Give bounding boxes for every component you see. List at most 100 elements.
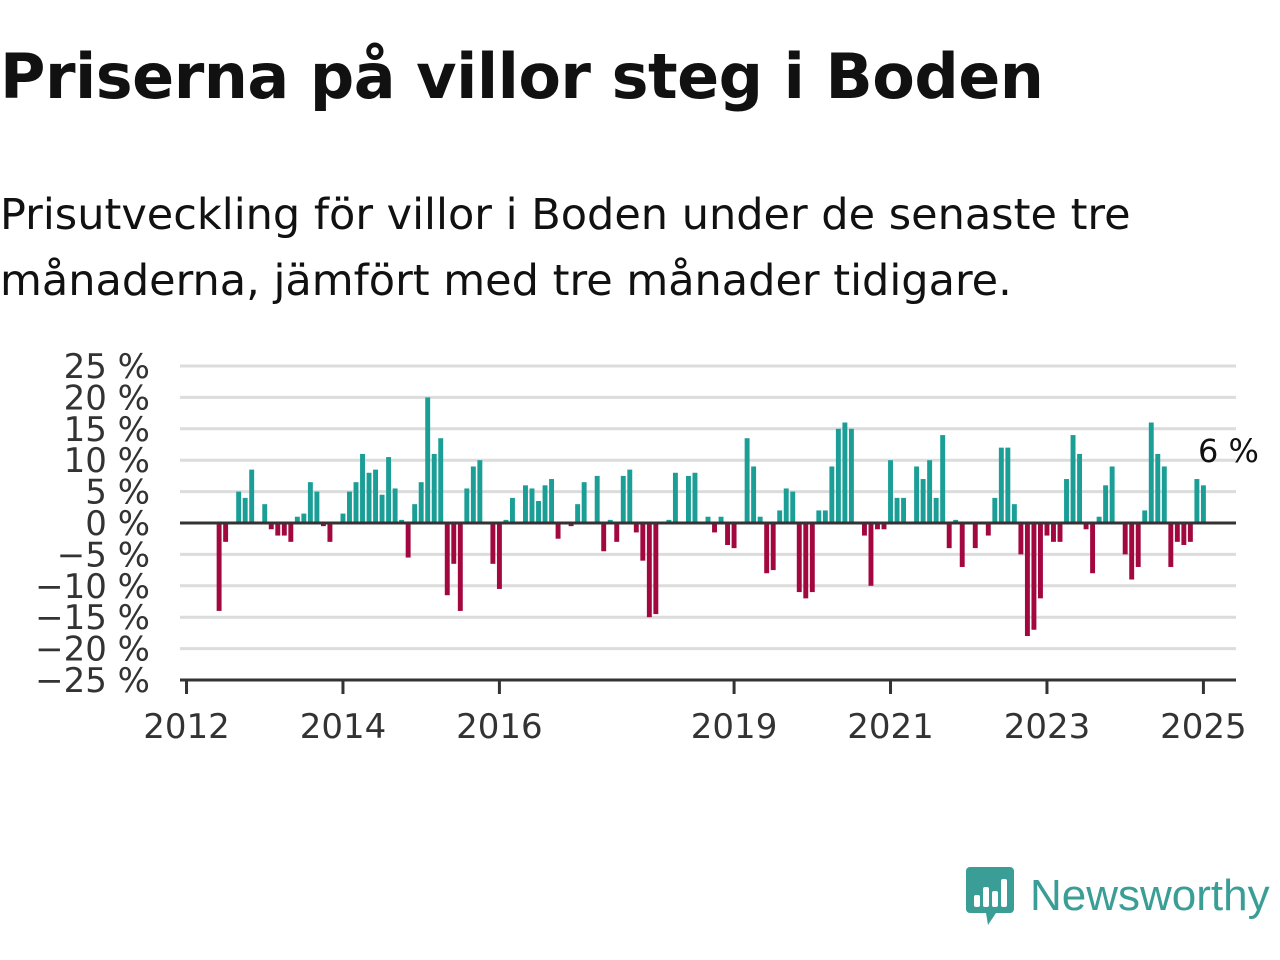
bar	[888, 460, 893, 523]
bar	[1161, 466, 1167, 523]
bar	[920, 479, 926, 523]
y-tick-label: −15 %	[35, 598, 150, 638]
y-tick-label: 25 %	[64, 347, 150, 387]
bar	[353, 482, 359, 523]
bar	[470, 466, 476, 523]
bar	[431, 453, 437, 523]
bar	[594, 475, 600, 523]
bar	[379, 494, 385, 523]
bar	[242, 497, 248, 523]
bar	[249, 469, 255, 523]
bar	[1090, 523, 1096, 574]
bar	[835, 428, 841, 523]
bar	[816, 510, 822, 523]
x-tick-label: 2019	[691, 707, 778, 747]
bar	[809, 523, 815, 593]
bar	[751, 466, 757, 523]
bar	[1187, 523, 1193, 542]
bar	[268, 523, 274, 530]
bar	[881, 523, 887, 530]
bar	[640, 523, 646, 561]
bar	[438, 438, 444, 523]
bar	[399, 519, 405, 523]
bar	[1122, 523, 1128, 555]
bar	[1083, 523, 1089, 530]
bar	[425, 397, 431, 523]
bar	[692, 472, 698, 523]
y-tick-label: −5 %	[57, 535, 150, 575]
bar	[549, 479, 555, 523]
bar	[320, 523, 326, 527]
bar	[405, 523, 411, 558]
bar	[223, 523, 229, 542]
bar	[790, 491, 796, 523]
bar	[236, 491, 242, 523]
bar	[503, 519, 509, 523]
bar-chart: 25 %20 %15 %10 %5 %0 %−5 %−10 %−15 %−20 …	[35, 347, 1259, 747]
bar	[555, 523, 561, 539]
bar	[875, 523, 880, 530]
bar	[496, 523, 502, 589]
bar	[614, 523, 620, 542]
bar	[959, 523, 965, 567]
newsworthy-bar-chart-logo-icon	[966, 867, 1014, 925]
bar	[685, 475, 691, 523]
bar	[412, 504, 418, 523]
bar	[757, 516, 763, 523]
bar	[953, 519, 959, 523]
bar	[985, 523, 991, 536]
y-axis-tick-labels: 25 %20 %15 %10 %5 %0 %−5 %−10 %−15 %−20 …	[35, 347, 150, 701]
x-tick-label: 2016	[456, 707, 543, 747]
bar	[633, 523, 639, 533]
bar	[542, 485, 548, 523]
bar	[457, 523, 463, 611]
bar	[764, 523, 770, 574]
bar	[894, 497, 900, 523]
x-tick-label: 2023	[1004, 707, 1091, 747]
y-tick-label: 0 %	[85, 504, 150, 544]
bar	[1018, 523, 1024, 555]
bar	[307, 482, 313, 523]
bar	[901, 497, 907, 523]
bar	[972, 523, 978, 549]
bar	[620, 475, 626, 523]
y-tick-label: 15 %	[64, 410, 150, 450]
bar	[712, 523, 717, 533]
bar	[451, 523, 457, 564]
bar	[490, 523, 496, 564]
bar	[1181, 523, 1187, 545]
bar	[1096, 516, 1102, 523]
bar	[262, 504, 268, 523]
y-tick-label: −10 %	[35, 567, 150, 607]
bar	[1142, 510, 1148, 523]
x-axis-tick-labels: 2012 2014 2016 2019 2021 2023 2025	[143, 707, 1246, 747]
y-tick-label: 10 %	[64, 441, 150, 481]
bar	[477, 460, 483, 523]
bar	[1070, 435, 1076, 523]
bar	[1064, 479, 1069, 523]
bars	[216, 397, 1206, 637]
bar	[444, 523, 450, 596]
bar	[601, 523, 607, 552]
chart-subtitle: Prisutveckling för villor i Boden under …	[0, 190, 1131, 306]
bar	[705, 516, 711, 523]
brand-logo: Newsworthy	[964, 864, 1270, 928]
bar	[523, 485, 528, 523]
bar	[653, 523, 659, 615]
bar	[666, 519, 672, 523]
bar	[386, 457, 392, 523]
bar	[418, 482, 424, 523]
bar	[314, 491, 320, 523]
bar	[946, 523, 952, 549]
bar	[1057, 523, 1063, 542]
bar	[744, 438, 750, 523]
bar	[829, 466, 835, 523]
x-tick-label: 2021	[847, 707, 934, 747]
bar	[777, 510, 783, 523]
bar	[366, 472, 372, 523]
bar	[281, 523, 287, 536]
bar	[627, 469, 633, 523]
bar	[529, 488, 535, 523]
bar	[927, 460, 933, 523]
bar	[509, 497, 515, 523]
